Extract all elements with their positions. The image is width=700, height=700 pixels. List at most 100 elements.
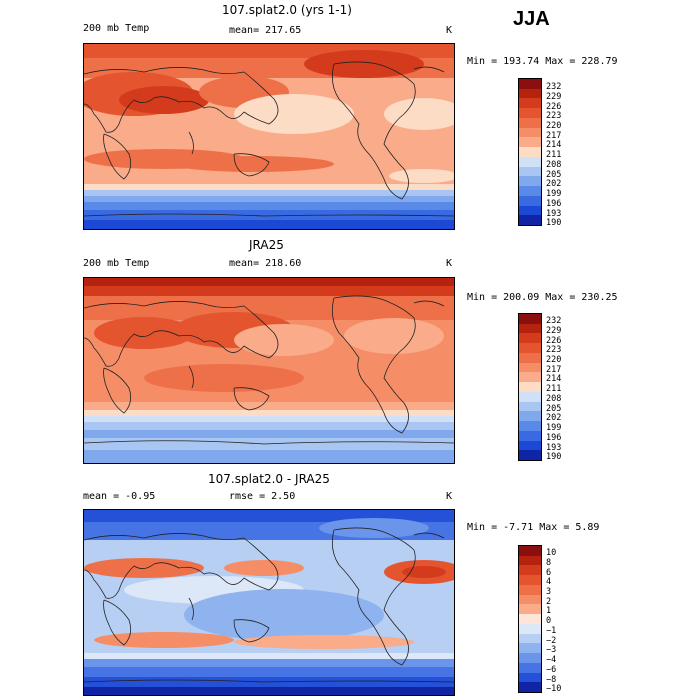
panel2-colorbar-block xyxy=(519,391,541,402)
panel2-colorbar-tick: 193 xyxy=(546,442,562,453)
panel3-colorbar-tick: 3 xyxy=(546,586,552,597)
panel3-colorbar-block xyxy=(519,594,541,605)
panel1-colorbar-tick: 232 xyxy=(546,82,562,92)
panel2-colorbar-block xyxy=(519,333,541,344)
panel3-rmse-label: rmse = 2.50 xyxy=(229,491,296,502)
panel1-colorbar-tick: 199 xyxy=(546,189,562,200)
panel2-colorbar-tick: 214 xyxy=(546,374,562,385)
panel2-colorbar-tick: 208 xyxy=(546,393,562,404)
panel3-map xyxy=(83,509,455,696)
panel2-map-field xyxy=(84,278,454,463)
panel1-colorbar-tick: 202 xyxy=(546,179,562,190)
panel1-colorbar-block xyxy=(519,79,541,89)
panel2-mean-label: mean= 218.60 xyxy=(229,258,302,269)
panel3-colorbar-block xyxy=(519,662,541,673)
panel3-colorbar-tick: −8 xyxy=(546,674,557,685)
panel1-colorbar-tick: 193 xyxy=(546,208,562,219)
panel2-variable-label: 200 mb Temp xyxy=(83,258,150,269)
panel2-colorbar-tick: 190 xyxy=(546,452,562,463)
panel3-stats: Min = -7.71 Max = 5.89 xyxy=(467,522,600,533)
panel3-colorbar-tick: 10 xyxy=(546,548,557,558)
panel2-colorbar-block xyxy=(519,401,541,412)
panel2-colorbar-block xyxy=(519,372,541,383)
panel2-colorbar-block xyxy=(519,382,541,393)
panel3-mean-label: mean = -0.95 xyxy=(83,491,156,502)
panel1-stats: Min = 193.74 Max = 228.79 xyxy=(467,56,618,67)
panel3-colorbar-tick: 2 xyxy=(546,596,552,607)
panel3-colorbar-block xyxy=(519,555,541,566)
panel1-colorbar-tick: 208 xyxy=(546,159,562,170)
panel3-colorbar-tick: −4 xyxy=(546,655,557,666)
panel1-colorbar-tick: 190 xyxy=(546,218,562,229)
panel2-colorbar-block xyxy=(519,440,541,451)
panel2-colorbar-tick: 211 xyxy=(546,384,562,395)
panel3-map-field xyxy=(84,510,454,695)
panel1-colorbar-tick: 211 xyxy=(546,150,562,161)
panel2-stats: Min = 200.09 Max = 230.25 xyxy=(467,292,618,303)
panel3-colorbar-tick: −10 xyxy=(546,684,562,695)
panel3-colorbar-tick: 4 xyxy=(546,577,552,588)
panel3-colorbar-block xyxy=(519,653,541,664)
panel3-colorbar xyxy=(518,545,542,693)
panel2-colorbar-block xyxy=(519,430,541,441)
panel1-mean-label: mean= 217.65 xyxy=(229,25,302,36)
panel2-colorbar-block xyxy=(519,314,541,324)
panel1-colorbar-block xyxy=(519,88,541,99)
panel1-colorbar-block xyxy=(519,108,541,119)
panel1-colorbar-block xyxy=(519,215,541,225)
panel2-colorbar-block xyxy=(519,343,541,354)
panel1-colorbar-tick: 229 xyxy=(546,91,562,102)
panel3-colorbar-tick: 0 xyxy=(546,616,552,627)
panel1-colorbar-tick: 223 xyxy=(546,111,562,122)
panel1-colorbar xyxy=(518,78,542,226)
panel3-colorbar-block xyxy=(519,584,541,595)
panel2-colorbar-tick: 199 xyxy=(546,423,562,434)
panel2-colorbar-block xyxy=(519,411,541,422)
panel2-colorbar-tick: 223 xyxy=(546,345,562,356)
panel3-colorbar-block xyxy=(519,672,541,683)
panel2-colorbar-block xyxy=(519,352,541,363)
panel3-colorbar-tick: −3 xyxy=(546,645,557,656)
panel3-colorbar-tick: 8 xyxy=(546,557,552,568)
panel2-colorbar-tick: 205 xyxy=(546,403,562,414)
panel3-unit-label: K xyxy=(446,491,453,502)
panel3-colorbar-tick: −2 xyxy=(546,635,557,646)
panel2-colorbar xyxy=(518,313,542,461)
panel2-title: JRA25 xyxy=(249,238,284,252)
panel1-colorbar-block xyxy=(519,186,541,197)
panel3-colorbar-block xyxy=(519,682,541,692)
panel1-unit-label: K xyxy=(446,25,453,36)
panel3-colorbar-block xyxy=(519,604,541,615)
panel3-colorbar-block xyxy=(519,565,541,576)
panel3-title: 107.splat2.0 - JRA25 xyxy=(208,472,330,486)
panel1-colorbar-tick: 220 xyxy=(546,120,562,131)
season-label: JJA xyxy=(513,8,550,30)
panel1-colorbar-block xyxy=(519,176,541,187)
panel2-colorbar-tick: 226 xyxy=(546,335,562,346)
panel2-colorbar-tick: 196 xyxy=(546,432,562,443)
panel1-colorbar-tick: 214 xyxy=(546,140,562,151)
panel3-colorbar-block xyxy=(519,614,541,625)
panel2-colorbar-block xyxy=(519,323,541,334)
panel2-colorbar-tick: 217 xyxy=(546,364,562,375)
panel1-colorbar-block xyxy=(519,127,541,138)
panel2-map xyxy=(83,277,455,464)
panel2-colorbar-block xyxy=(519,362,541,373)
panel3-colorbar-block xyxy=(519,623,541,634)
panel2-colorbar-tick: 232 xyxy=(546,316,562,326)
panel2-colorbar-tick: 202 xyxy=(546,413,562,424)
panel1-map-field xyxy=(84,44,454,229)
panel1-variable-label: 200 mb Temp xyxy=(83,23,150,34)
panel2-unit-label: K xyxy=(446,258,453,269)
panel1-colorbar-block xyxy=(519,117,541,128)
panel1-colorbar-block xyxy=(519,156,541,167)
panel3-colorbar-tick: 6 xyxy=(546,567,552,578)
panel1-colorbar-block xyxy=(519,98,541,109)
panel1-title: 107.splat2.0 (yrs 1-1) xyxy=(222,3,352,17)
panel3-colorbar-block xyxy=(519,643,541,654)
panel1-colorbar-tick: 217 xyxy=(546,130,562,141)
panel1-colorbar-block xyxy=(519,147,541,158)
panel3-colorbar-tick: 1 xyxy=(546,606,552,617)
panel2-colorbar-block xyxy=(519,421,541,432)
panel3-colorbar-block xyxy=(519,546,541,556)
